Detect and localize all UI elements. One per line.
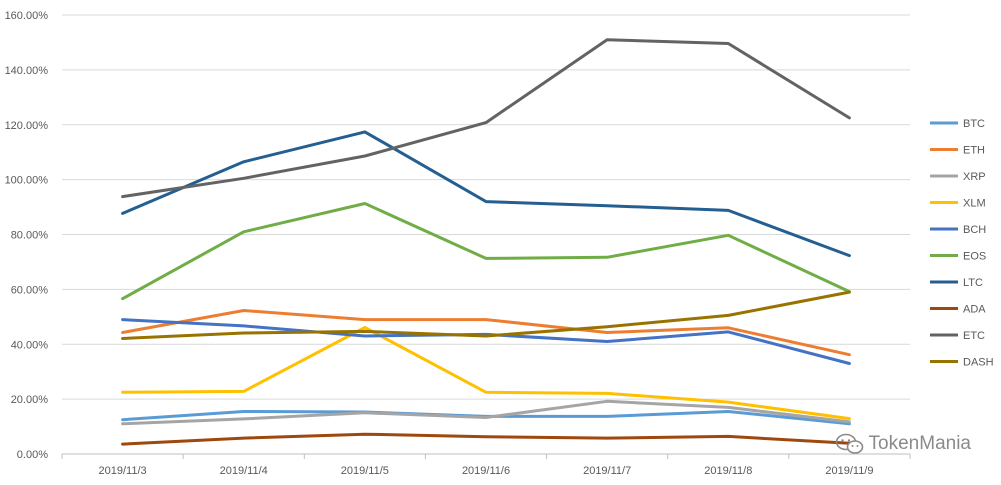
legend-label-dash: DASH [963,357,994,369]
series-line-eth [121,309,851,357]
watermark: TokenMania [835,433,971,455]
y-tick-label: 120.00% [5,120,49,132]
series-lines [121,38,851,446]
legend-label-ltc: LTC [963,277,983,289]
legend-label-etc: ETC [963,330,985,342]
x-tick-label: 2019/11/9 [825,465,873,477]
series-line-xrp [121,399,851,426]
legend: BTC ETH XRP XLM BCH EOS LTC ADA ETC DASH [930,118,994,369]
x-tick-label: 2019/11/7 [583,465,631,477]
axes: 0.00% 20.00% 40.00% 60.00% 80.00% 100.00% 120.… [5,10,911,477]
wechat-icon [835,433,863,454]
series-line-ada [121,432,851,446]
y-tick-label: 60.00% [11,284,49,296]
series-line-ltc [121,130,851,258]
legend-label-ada: ADA [963,304,986,316]
y-tick-label: 100.00% [5,175,49,187]
legend-label-xrp: XRP [963,171,986,183]
series-line-dash [121,290,851,340]
series-line-bch [121,318,851,365]
watermark-text: TokenMania [868,433,971,454]
legend-label-bch: BCH [963,224,986,236]
y-tick-label: 0.00% [17,449,48,461]
y-tick-label: 80.00% [11,230,49,242]
x-tick-label: 2019/11/3 [99,465,147,477]
x-tick-label: 2019/11/8 [704,465,752,477]
legend-label-btc: BTC [963,118,985,130]
legend-label-xlm: XLM [963,198,986,210]
series-line-etc [121,38,851,199]
legend-label-eos: EOS [963,251,986,263]
legend-label-eth: ETH [963,145,985,157]
x-tick-label: 2019/11/6 [462,465,510,477]
y-tick-label: 140.00% [5,65,49,77]
y-tick-label: 20.00% [11,394,49,406]
x-tick-label: 2019/11/4 [220,465,268,477]
series-line-xlm [121,326,851,421]
x-tick-label: 2019/11/5 [341,465,389,477]
y-tick-label: 160.00% [5,10,49,22]
grid-lines [62,14,910,400]
y-tick-label: 40.00% [11,339,49,351]
series-line-eos [121,202,851,301]
